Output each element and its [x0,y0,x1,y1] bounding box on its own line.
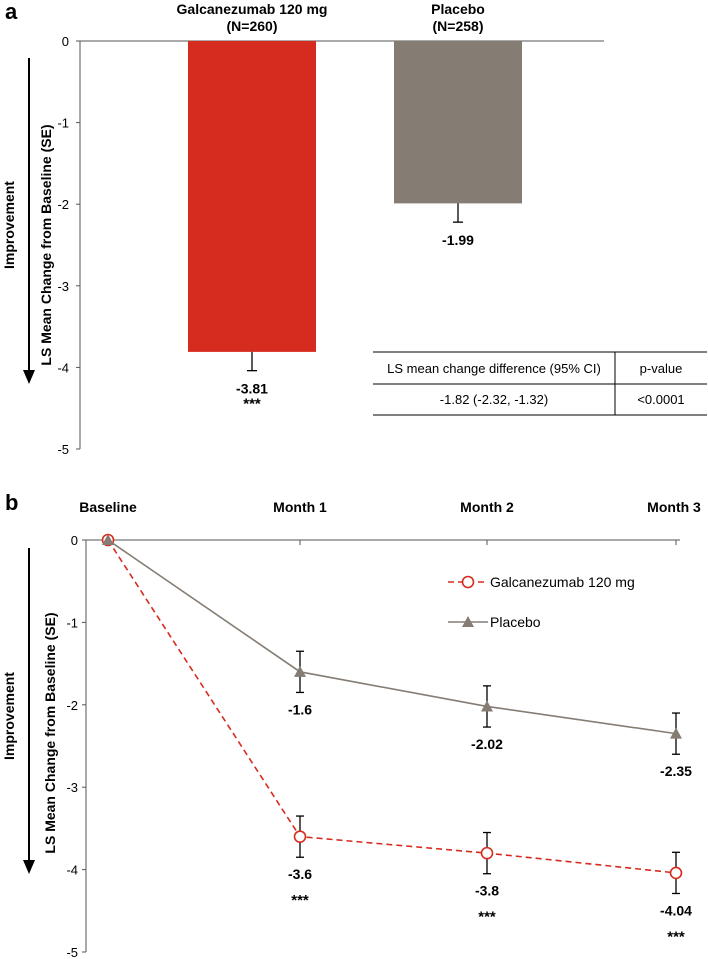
improvement-arrowhead-b [23,860,35,874]
y-tick-label-b: -3 [66,780,78,795]
y-tick-label-a: -2 [57,197,69,212]
bar-category-name: Placebo [431,1,485,17]
legend-marker-placebo [462,616,474,627]
data-point [102,534,114,545]
x-tick-label-b: Month 3 [647,499,701,515]
point-value-label: -4.04 [660,902,692,918]
y-tick-label-b: 0 [71,533,78,548]
point-value-label: -2.35 [660,763,692,779]
legend-label-galcanezumab: Galcanezumab 120 mg [490,574,635,590]
improvement-label-a: Improvement [1,181,17,269]
point-value-label: -3.8 [475,883,499,899]
point-significance: *** [291,892,309,909]
y-tick-label-a: -3 [57,279,69,294]
bar-significance: *** [243,396,261,413]
y-tick-label-b: -5 [66,945,78,959]
series-line [107,539,677,735]
y-axis-label-b: LS Mean Change from Baseline (SE) [42,612,58,853]
point-value-label: -2.02 [471,736,503,752]
data-point [670,727,682,739]
point-significance: *** [478,909,496,926]
point-significance: *** [667,928,685,945]
panel-label-a: a [5,0,18,24]
bar [188,41,316,352]
y-tick-label-b: -4 [66,863,78,878]
y-tick-label-b: -1 [66,615,78,630]
panel-label-b: b [5,490,18,515]
x-tick-label-b: Month 1 [273,499,327,515]
data-point [294,665,306,677]
y-axis-label-a: LS Mean Change from Baseline (SE) [38,124,54,365]
table-cell-pvalue: <0.0001 [637,392,684,407]
legend-label-placebo: Placebo [490,614,541,630]
table-cell-difference: -1.82 (-2.32, -1.32) [440,392,548,407]
x-tick-label-b: Baseline [79,499,137,515]
bar-category-n: (N=258) [433,18,484,34]
legend-marker-galcanezumab [461,575,475,589]
bar-value-label: -3.81 [236,381,268,397]
data-point [480,846,494,860]
bar-value-label: -1.99 [442,232,474,248]
bar-category-name: Galcanezumab 120 mg [177,1,328,17]
x-tick-label-b: Month 2 [460,499,514,515]
y-tick-label-b: -2 [66,698,78,713]
table-header-pvalue: p-value [640,361,683,376]
y-tick-label-a: 0 [62,34,69,49]
y-tick-label-a: -1 [57,116,69,131]
y-tick-label-a: -5 [57,442,69,457]
point-value-label: -3.6 [288,866,312,882]
bar [394,41,522,204]
table-header-difference: LS mean change difference (95% CI) [387,361,601,376]
improvement-arrowhead-a [23,370,35,384]
point-value-label: -1.6 [288,701,312,717]
improvement-label-b: Improvement [1,672,17,760]
data-point [481,700,493,712]
bar-category-n: (N=260) [227,18,278,34]
data-point [293,830,307,843]
data-point [669,866,683,880]
y-tick-label-a: -4 [57,360,69,375]
